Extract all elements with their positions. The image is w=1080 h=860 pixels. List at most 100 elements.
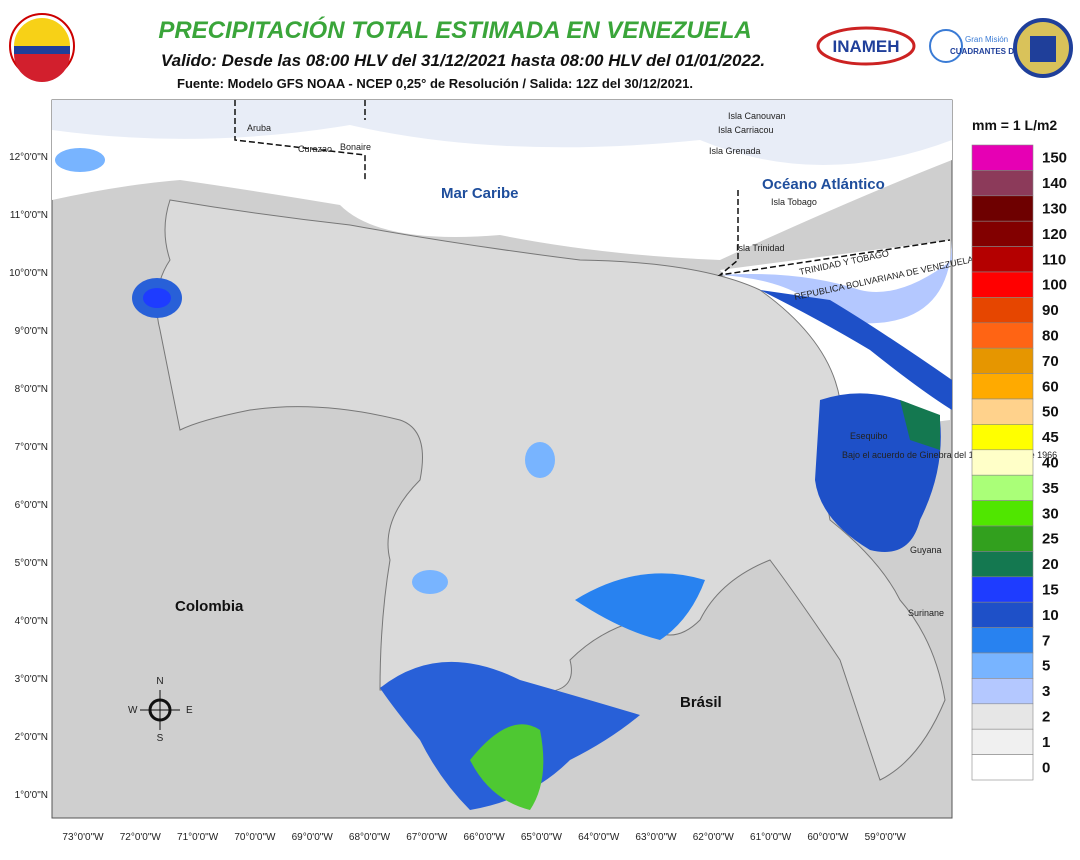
legend-label: 30 <box>1042 505 1059 522</box>
legend-swatch <box>971 347 1034 374</box>
legend-swatch <box>971 373 1034 400</box>
legend-label: 140 <box>1042 175 1067 192</box>
legend-label: 3 <box>1042 683 1050 700</box>
logo-mision: Gran Misión CUADRANTES DE PAZ <box>929 29 1037 63</box>
legend-label: 110 <box>1042 251 1066 268</box>
legend-label: 0 <box>1042 759 1050 776</box>
place-label: Aruba <box>247 123 271 133</box>
logo-inameh: INAMEH <box>816 26 916 66</box>
legend-swatch <box>971 551 1034 578</box>
legend-swatch <box>971 576 1034 603</box>
compass-label: E <box>186 705 193 716</box>
place-label: Isla Tobago <box>771 197 817 207</box>
lon-label: 64°0'0"W <box>578 832 620 843</box>
lat-label: 3°0'0"N <box>15 674 48 685</box>
place-label: Bonaire <box>340 142 371 152</box>
lon-label: 63°0'0"W <box>635 832 677 843</box>
legend-swatch <box>971 322 1034 349</box>
legend-label: 70 <box>1042 353 1059 370</box>
compass-label: W <box>128 705 138 716</box>
place-label: Guyana <box>910 545 942 555</box>
lon-label: 70°0'0"W <box>234 832 276 843</box>
lat-label: 8°0'0"N <box>15 384 48 395</box>
legend-label: 25 <box>1042 531 1059 548</box>
legend-label: 35 <box>1042 480 1059 497</box>
legend-swatch <box>971 424 1034 451</box>
legend-label: 7 <box>1042 632 1050 649</box>
lat-label: 2°0'0"N <box>15 732 48 743</box>
legend-label: 2 <box>1042 709 1050 726</box>
place-label: Surinane <box>908 608 944 618</box>
legend-swatch <box>971 297 1034 324</box>
lat-label: 11°0'0"N <box>10 210 48 221</box>
legend-swatch <box>971 170 1034 197</box>
legend-label: 60 <box>1042 378 1059 395</box>
sea-label: Mar Caribe <box>441 185 519 202</box>
lon-label: 68°0'0"W <box>349 832 391 843</box>
lat-label: 4°0'0"N <box>15 616 48 627</box>
legend-swatch <box>971 195 1034 222</box>
logo-text: CUADRANTES DE PAZ <box>950 47 1037 56</box>
compass <box>140 690 180 730</box>
legend-label: 20 <box>1042 556 1059 573</box>
lon-label: 62°0'0"W <box>693 832 735 843</box>
legend-swatch <box>971 728 1034 755</box>
legend-swatch <box>971 652 1034 679</box>
legend-label: 90 <box>1042 302 1059 319</box>
lon-label: 72°0'0"W <box>120 832 162 843</box>
lon-label: 65°0'0"W <box>521 832 563 843</box>
legend-label: 45 <box>1042 429 1059 446</box>
lon-label: 59°0'0"W <box>865 832 907 843</box>
lat-label: 6°0'0"N <box>15 500 48 511</box>
legend-swatch <box>971 474 1034 501</box>
place-label: Bajo el acuerdo de Ginebra del 17 de feb… <box>842 450 1057 460</box>
lon-label: 60°0'0"W <box>807 832 849 843</box>
lon-label: 67°0'0"W <box>406 832 448 843</box>
legend-swatch <box>971 601 1034 628</box>
place-label: Isla Canouvan <box>728 111 786 121</box>
logo-right <box>1013 18 1073 78</box>
source: Fuente: Modelo GFS NOAA - NCEP 0,25° de … <box>177 76 693 91</box>
legend-swatch <box>971 525 1034 552</box>
sea-label: Océano Atlántico <box>762 176 885 193</box>
lat-label: 9°0'0"N <box>15 326 48 337</box>
lat-label: 7°0'0"N <box>15 442 48 453</box>
legend-swatch <box>971 703 1034 730</box>
legend-swatch <box>971 271 1034 298</box>
legend-label: 150 <box>1042 150 1067 167</box>
place-label: Esequibo <box>850 431 888 441</box>
lon-label: 71°0'0"W <box>177 832 219 843</box>
lat-label: 10°0'0"N <box>9 268 48 279</box>
lon-label: 66°0'0"W <box>464 832 506 843</box>
legend-swatch <box>971 754 1034 781</box>
legend-swatch <box>971 398 1034 425</box>
title: PRECIPITACIÓN TOTAL ESTIMADA EN VENEZUEL… <box>158 16 751 44</box>
legend-label: 10 <box>1042 607 1059 624</box>
lat-label: 5°0'0"N <box>15 558 48 569</box>
legend-label: 15 <box>1042 582 1059 599</box>
place-label: Isla Grenada <box>709 146 761 156</box>
subtitle: Valido: Desde las 08:00 HLV del 31/12/20… <box>161 51 765 70</box>
lat-label: 1°0'0"N <box>15 790 48 801</box>
lon-label: 61°0'0"W <box>750 832 792 843</box>
legend-swatch <box>971 627 1034 654</box>
legend-label: 100 <box>1042 277 1067 294</box>
legend-label: 130 <box>1042 201 1067 218</box>
country-label: Colombia <box>175 598 244 615</box>
legend-label: 40 <box>1042 455 1059 472</box>
lon-label: 69°0'0"W <box>292 832 334 843</box>
map <box>51 99 953 819</box>
country-label: Brásil <box>680 694 722 711</box>
legend-swatch <box>971 220 1034 247</box>
lon-label: 73°0'0"W <box>62 832 104 843</box>
legend-label: 80 <box>1042 328 1059 345</box>
legend-unit: mm = 1 L/m2 <box>972 117 1057 133</box>
legend-label: 50 <box>1042 404 1059 421</box>
legend-label: 5 <box>1042 658 1050 675</box>
lat-label: 12°0'0"N <box>9 152 48 163</box>
compass-label: S <box>157 733 164 744</box>
place-label: Isla Carriacou <box>718 125 774 135</box>
legend-label: 1 <box>1042 734 1050 751</box>
logo-text: INAMEH <box>832 37 899 56</box>
